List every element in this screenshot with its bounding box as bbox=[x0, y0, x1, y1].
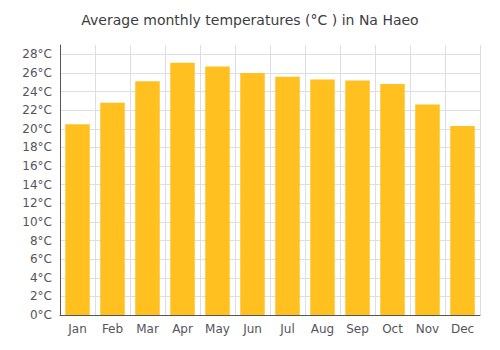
svg-text:Dec: Dec bbox=[451, 322, 474, 336]
svg-text:24°C: 24°C bbox=[22, 85, 52, 99]
svg-text:Aug: Aug bbox=[311, 322, 334, 336]
svg-text:2°C: 2°C bbox=[30, 289, 52, 303]
svg-text:Feb: Feb bbox=[102, 322, 123, 336]
svg-text:Apr: Apr bbox=[172, 322, 193, 336]
svg-text:Mar: Mar bbox=[136, 322, 159, 336]
svg-text:20°C: 20°C bbox=[22, 122, 52, 136]
svg-text:Average monthly temperatures (: Average monthly temperatures (°C ) in Na… bbox=[81, 12, 418, 28]
svg-text:0°C: 0°C bbox=[30, 308, 52, 322]
svg-text:Oct: Oct bbox=[382, 322, 403, 336]
svg-text:Jan: Jan bbox=[67, 322, 87, 336]
svg-text:26°C: 26°C bbox=[22, 66, 52, 80]
svg-text:May: May bbox=[205, 322, 230, 336]
svg-text:12°C: 12°C bbox=[22, 196, 52, 210]
svg-text:6°C: 6°C bbox=[30, 252, 52, 266]
svg-text:16°C: 16°C bbox=[22, 159, 52, 173]
svg-text:28°C: 28°C bbox=[22, 47, 52, 61]
svg-text:22°C: 22°C bbox=[22, 103, 52, 117]
svg-text:18°C: 18°C bbox=[22, 140, 52, 154]
svg-text:Jul: Jul bbox=[279, 322, 294, 336]
svg-text:Nov: Nov bbox=[416, 322, 439, 336]
svg-text:Sep: Sep bbox=[346, 322, 369, 336]
svg-text:14°C: 14°C bbox=[22, 178, 52, 192]
svg-text:4°C: 4°C bbox=[30, 271, 52, 285]
svg-text:8°C: 8°C bbox=[30, 234, 52, 248]
svg-text:Jun: Jun bbox=[242, 322, 262, 336]
svg-text:10°C: 10°C bbox=[22, 215, 52, 229]
